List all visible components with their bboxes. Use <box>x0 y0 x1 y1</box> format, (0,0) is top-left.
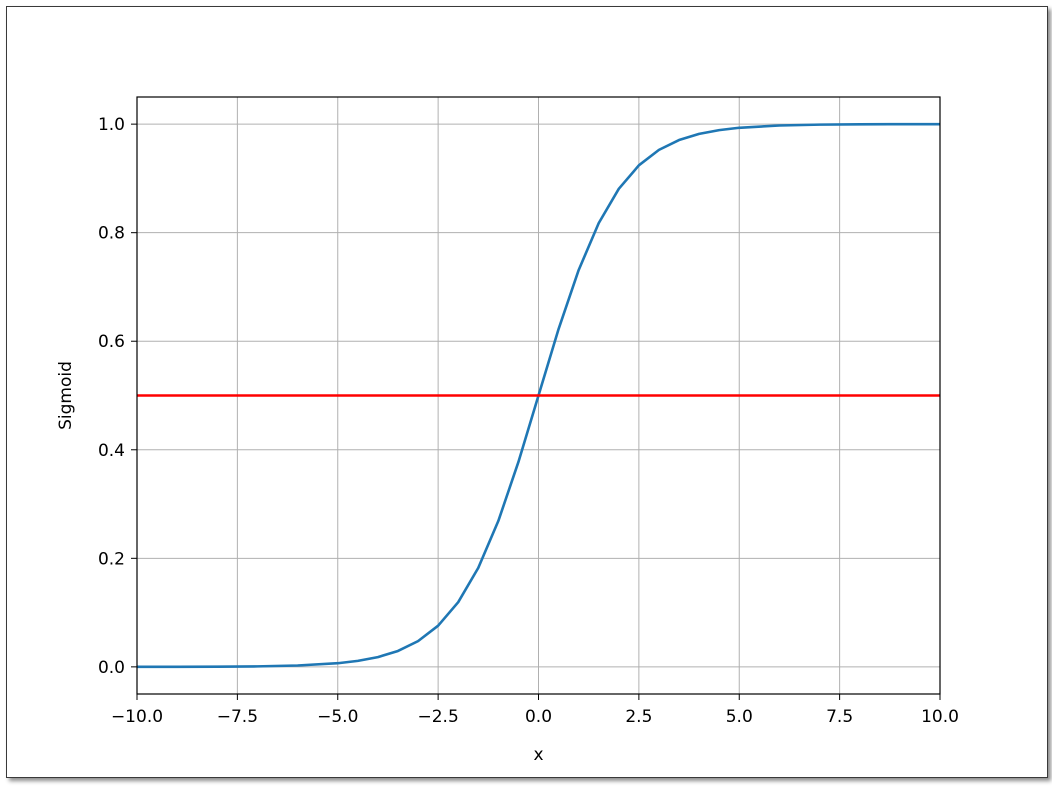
x-axis-label: x <box>533 745 543 765</box>
series-group <box>136 122 941 669</box>
x-tick-label: 2.5 <box>625 707 652 727</box>
x-tick-label: 7.5 <box>826 707 853 727</box>
ticks-group: −10.0 −7.5 −5.0 −2.5 0.0 2.5 5.0 7.5 10.0 0.0 0.2 0… <box>98 115 959 727</box>
y-tick-label: 0.0 <box>98 658 125 678</box>
y-tick-label: 0.4 <box>98 441 125 461</box>
y-tick-label: 1.0 <box>98 115 125 135</box>
x-tick-label: −2.5 <box>417 707 458 727</box>
figure-frame <box>6 6 1048 778</box>
x-tick-label: 0.0 <box>525 707 552 727</box>
x-tick-label: 10.0 <box>921 707 959 727</box>
y-tick-label: 0.2 <box>98 549 125 569</box>
y-tick-label: 0.8 <box>98 224 125 244</box>
x-tick-label: −7.5 <box>217 707 258 727</box>
x-tick-label: −5.0 <box>317 707 358 727</box>
y-tick-label: 0.6 <box>98 332 125 352</box>
y-axis-label: Sigmoid <box>56 361 76 430</box>
x-tick-label: −10.0 <box>111 707 163 727</box>
x-tick-label: 5.0 <box>726 707 753 727</box>
